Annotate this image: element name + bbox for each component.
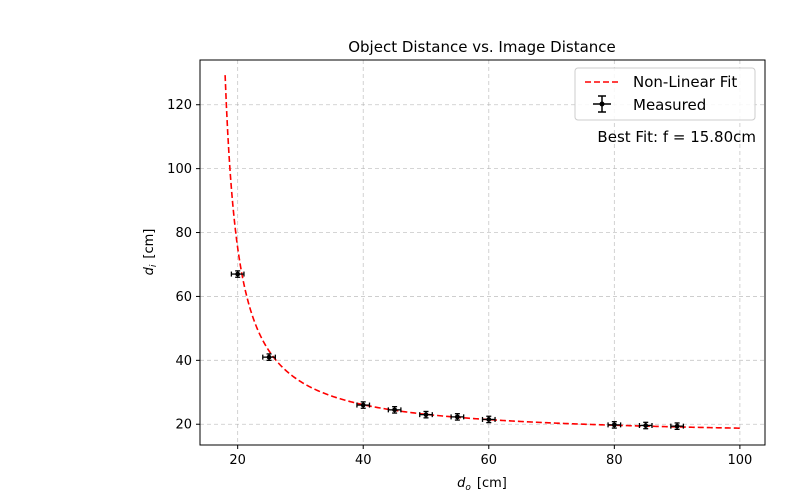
data-point-marker [454,414,460,420]
y-tick-label: 80 [175,226,192,241]
plot-frame [199,59,766,446]
y-tick-label: 20 [175,418,192,433]
data-point [638,421,653,430]
data-point-marker [392,407,398,413]
x-axis-label: do [cm] [457,476,507,493]
data-point [607,421,622,429]
x-axis-ticks: 20 40 60 80 100 [229,445,752,468]
data-point [230,270,245,278]
data-point-marker [235,271,241,277]
data-points-layer [230,270,685,430]
y-tick-label: 120 [167,98,192,113]
x-tick-label: 80 [606,453,623,468]
data-point-marker [674,423,680,429]
data-point [419,410,433,419]
data-point [387,406,402,414]
y-axis-label: di[cm] [142,229,159,276]
data-point-marker [611,422,617,428]
chart-title: Object Distance vs. Image Distance [348,38,616,56]
legend-fit-label: Non-Linear Fit [633,73,737,91]
x-tick-label: 40 [355,453,372,468]
data-point-marker [423,412,429,418]
data-point [481,415,496,424]
x-tick-label: 100 [727,453,752,468]
data-point [450,413,465,421]
data-point [262,353,276,361]
x-tick-label: 20 [229,453,246,468]
best-fit-annotation: Best Fit: f = 15.80cm [597,128,756,146]
data-point [356,401,371,409]
data-point [670,422,685,430]
legend-box [574,67,756,121]
legend-measured-swatch [593,95,611,113]
y-axis-ticks: 20 40 60 80 100 120 [167,98,200,433]
y-tick-label: 100 [167,162,192,177]
legend-measured-label: Measured [633,96,706,114]
data-point-marker [643,423,649,428]
legend: Non-Linear Fit Measured [574,67,756,121]
data-point-marker [360,402,366,408]
y-tick-label: 60 [175,290,192,305]
y-tick-label: 40 [175,354,192,369]
x-tick-label: 60 [481,453,498,468]
data-point-marker [486,417,492,422]
data-point-marker [266,354,272,360]
